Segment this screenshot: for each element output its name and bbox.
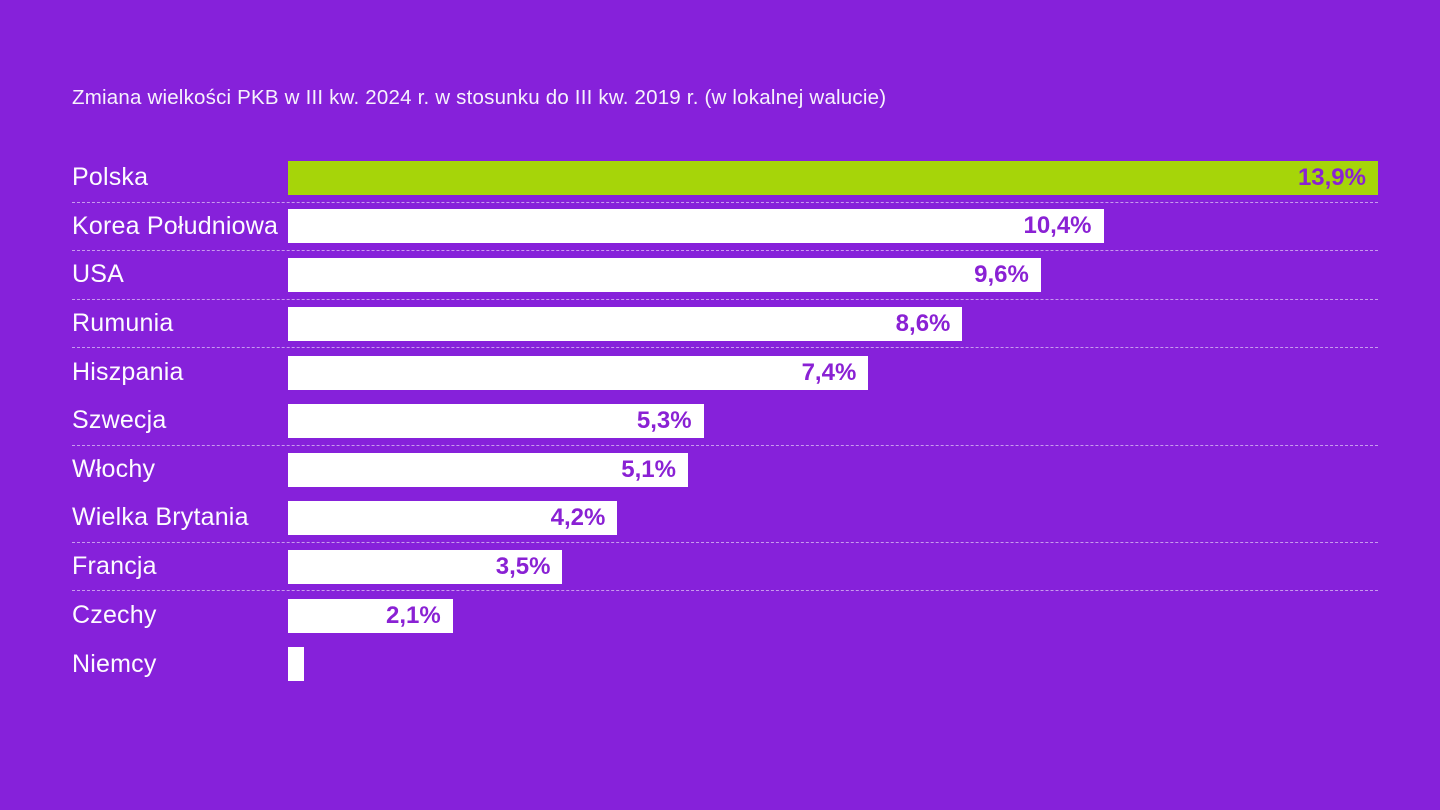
category-label: Korea Południowa [72,211,279,240]
bar: 5,3% [288,403,704,438]
bar: 5,1% [288,452,688,487]
chart-row: Niemcy [72,640,1378,689]
bar-track: 10,4% [288,209,1378,244]
bar-track: 2,1% [288,598,1378,633]
bar [288,647,304,682]
bar-value-label: 8,6% [895,309,951,337]
chart-row: Wielka Brytania 4,2% [72,494,1378,543]
bar-track: 5,3% [288,403,1378,438]
bar: 3,5% [288,549,563,584]
bar-track: 4,2% [288,500,1378,535]
bar: 4,2% [288,500,618,535]
bar-value-label: 10,4% [1023,212,1092,240]
category-label: Polska [72,163,149,192]
category-label: Szwecja [72,406,167,435]
chart-row: Polska 13,9% [72,154,1378,203]
category-label: Wielka Brytania [72,503,249,532]
bar-track [288,647,1378,682]
chart-title: Zmiana wielkości PKB w III kw. 2024 r. w… [72,86,887,109]
gdp-bar-chart: Polska 13,9% Korea Południowa 10,4% USA 9,6% R… [72,154,1378,689]
bar: 2,1% [288,598,453,633]
chart-row: Rumunia 8,6% [72,300,1378,349]
bar-track: 9,6% [288,257,1378,292]
bar-value-label: 5,3% [636,406,692,434]
bar-value-label: 7,4% [801,358,857,386]
bar: 10,4% [288,209,1104,244]
chart-row: Czechy 2,1% [72,591,1378,640]
bar-track: 7,4% [288,355,1378,390]
bar-track: 8,6% [288,306,1378,341]
chart-row: Włochy 5,1% [72,446,1378,495]
chart-row: USA 9,6% [72,251,1378,300]
bar-highlighted: 13,9% [288,160,1378,195]
bar: 8,6% [288,306,963,341]
bar-value-label: 9,6% [974,260,1029,288]
category-label: Niemcy [72,649,157,678]
chart-row: Korea Południowa 10,4% [72,203,1378,252]
chart-row: Francja 3,5% [72,543,1378,592]
bar-value-label: 2,1% [385,601,441,629]
chart-row: Szwecja 5,3% [72,397,1378,446]
chart-row: Hiszpania 7,4% [72,348,1378,397]
bar: 7,4% [288,355,869,390]
bar: 9,6% [288,257,1041,292]
bar-value-label: 3,5% [495,552,551,580]
bar-track: 5,1% [288,452,1378,487]
category-label: Francja [72,552,157,581]
category-label: USA [72,260,125,289]
chart-rows: Polska 13,9% Korea Południowa 10,4% USA 9,6% R… [72,154,1378,689]
bar-value-label: 13,9% [1297,163,1366,191]
bar-track: 3,5% [288,549,1378,584]
bar-value-label: 4,2% [550,503,606,531]
category-label: Czechy [72,601,157,630]
category-label: Włochy [72,455,156,484]
bar-track: 13,9% [288,160,1378,195]
category-label: Hiszpania [72,358,184,387]
category-label: Rumunia [72,309,174,338]
bar-value-label: 5,1% [621,455,676,483]
